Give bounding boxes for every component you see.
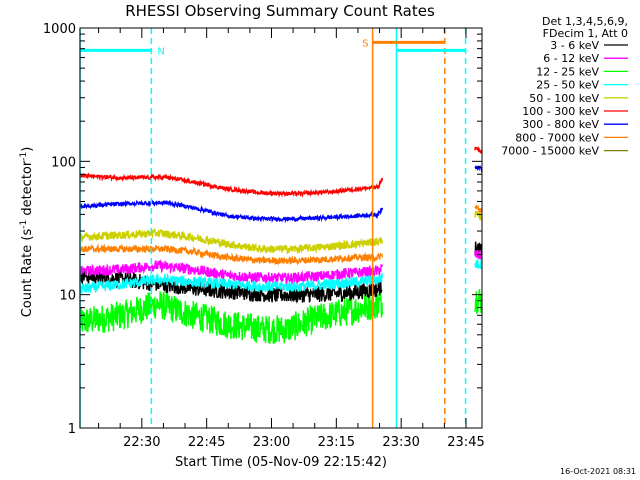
chart-title: RHESSI Observing Summary Count Rates — [125, 2, 435, 20]
x-tick-label: 23:45 — [447, 435, 484, 450]
series-line-300-800keV — [79, 164, 483, 224]
x-tick-label: 22:30 — [123, 435, 160, 450]
series-line-100-300keV — [79, 145, 483, 198]
x-tick-label: 23:30 — [382, 435, 419, 450]
indicator-label-S: S — [362, 38, 368, 49]
y-axis-label: Count Rate (s-1 detector-1) — [19, 147, 35, 318]
footer-timestamp: 16-Oct-2021 08:31 — [560, 467, 636, 476]
legend-label: 6 - 12 keV — [543, 52, 599, 65]
x-tick-label: 22:45 — [188, 435, 225, 450]
legend-label: 12 - 25 keV — [536, 65, 599, 78]
y-tick-label: 1000 — [43, 22, 76, 37]
legend-header-line: FDecim 1, Att 0 — [543, 27, 628, 40]
plot-frame — [79, 27, 483, 429]
legend-label: 800 - 7000 keV — [515, 131, 599, 144]
legend-header-line: Det 1,3,4,5,6,9, — [542, 15, 628, 28]
series-line-50-100keV — [79, 210, 483, 255]
legend-label: 50 - 100 keV — [529, 92, 599, 105]
x-tick-label: 23:00 — [253, 435, 290, 450]
axis-ticks: 1 10 100 1000 22:30 22:45 23:00 23:15 23:30 23:45 — [43, 22, 485, 450]
y-tick-label: 100 — [51, 155, 76, 170]
x-axis-label: Start Time (05-Nov-09 22:15:42) — [175, 455, 387, 470]
x-tick-label: 23:15 — [318, 435, 355, 450]
legend: Det 1,3,4,5,6,9,FDecim 1, Att 03 - 6 keV… — [501, 15, 628, 158]
plot-area: NS — [79, 28, 483, 428]
legend-label: 3 - 6 keV — [550, 39, 599, 52]
legend-label: 25 - 50 keV — [536, 79, 599, 92]
series-line-3-6keV — [79, 241, 483, 304]
series-line-800-7000keV — [79, 204, 483, 266]
legend-label: 300 - 800 keV — [522, 118, 599, 131]
series-line-25-50keV — [79, 259, 483, 294]
legend-label: 7000 - 15000 keV — [501, 145, 599, 158]
indicator-label-N: N — [157, 46, 164, 57]
y-tick-label: 10 — [59, 289, 76, 304]
y-tick-label: 1 — [68, 422, 76, 437]
legend-label: 100 - 300 keV — [522, 105, 599, 118]
series-line-6-12keV — [79, 249, 483, 286]
